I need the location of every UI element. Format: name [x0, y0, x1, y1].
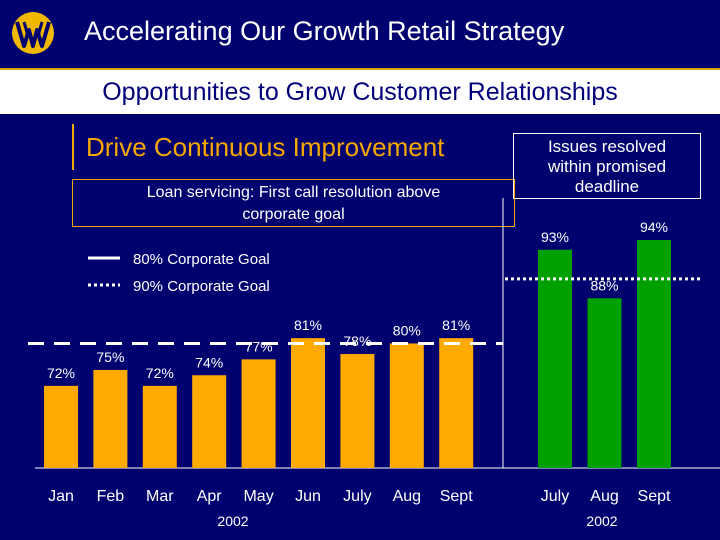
issues-value-label-july: 93%: [541, 229, 569, 245]
loan-year-label: 2002: [217, 513, 248, 529]
header: Accelerating Our Growth Retail Strategy: [0, 0, 720, 66]
issues-value-label-sept: 94%: [640, 219, 668, 235]
issues-category-label-aug: Aug: [590, 488, 618, 505]
loan-category-label-sept: Sept: [440, 488, 473, 505]
loan-value-label-may: 77%: [245, 338, 273, 354]
issues-resolved-bars: 93% July 88% Aug 94% Sept: [538, 219, 671, 505]
loan-bar-may: [241, 359, 276, 468]
loan-value-label-mar: 72%: [146, 365, 174, 381]
loan-value-label-sept: 81%: [442, 317, 470, 333]
issues-bar-sept: [637, 240, 671, 468]
loan-category-label-jan: Jan: [48, 488, 74, 505]
legend-label-90: 90% Corporate Goal: [133, 278, 270, 295]
legend: 80% Corporate Goal 90% Corporate Goal: [88, 251, 270, 295]
loan-bar-jan: [44, 385, 78, 468]
loan-category-label-feb: Feb: [97, 488, 125, 505]
issues-category-label-july: July: [541, 488, 569, 505]
issues-chart-title-line-2: within promised: [547, 157, 667, 176]
issues-year-label: 2002: [586, 513, 617, 529]
issues-value-label-aug: 88%: [590, 277, 618, 293]
issues-chart-title-box: Issues resolved within promised deadline: [513, 133, 701, 199]
loan-bar-sept: [439, 338, 474, 468]
slide-title: Accelerating Our Growth Retail Strategy: [84, 16, 565, 46]
issues-bar-july: [538, 249, 572, 468]
loan-value-label-july: 78%: [343, 333, 371, 349]
loan-bar-mar: [142, 385, 177, 468]
loan-category-label-jun: Jun: [295, 488, 321, 505]
loan-category-label-aug: Aug: [393, 488, 421, 505]
loan-servicing-bars: 72% Jan 75% Feb 72% Mar 74% Apr 77% May 81% Jun 78% J…: [44, 317, 473, 505]
loan-chart-title-box: Loan servicing: First call resolution ab…: [72, 179, 515, 227]
loan-chart-title-line-2: corporate goal: [242, 206, 345, 223]
loan-value-label-apr: 74%: [195, 354, 223, 370]
loan-value-label-jun: 81%: [294, 317, 322, 333]
loan-category-label-mar: Mar: [146, 488, 174, 505]
loan-bar-feb: [93, 369, 128, 468]
loan-value-label-aug: 80%: [393, 322, 421, 338]
section-title: Drive Continuous Improvement: [72, 124, 444, 170]
loan-chart-title-line-1: Loan servicing: First call resolution ab…: [146, 184, 441, 201]
goal-lines: [28, 277, 700, 345]
loan-bar-apr: [192, 375, 227, 468]
company-logo: [0, 0, 66, 66]
logo-icon: [12, 12, 54, 54]
issues-category-label-sept: Sept: [638, 488, 671, 505]
issues-chart-title-line-1: Issues resolved: [547, 137, 667, 156]
loan-value-label-jan: 72%: [47, 365, 75, 381]
loan-value-label-feb: 75%: [96, 349, 124, 365]
loan-bar-aug: [389, 343, 424, 468]
loan-category-label-apr: Apr: [197, 488, 223, 505]
loan-category-label-july: July: [343, 488, 371, 505]
loan-bar-jun: [291, 338, 325, 468]
slide-subtitle: Opportunities to Grow Customer Relations…: [102, 78, 618, 106]
legend-label-80: 80% Corporate Goal: [133, 251, 270, 268]
loan-bar-july: [340, 354, 375, 468]
subtitle-bar: Opportunities to Grow Customer Relations…: [0, 68, 720, 114]
issues-bar-aug: [587, 298, 622, 468]
issues-chart-title-line-3: deadline: [574, 177, 640, 196]
loan-category-label-may: May: [243, 488, 273, 505]
